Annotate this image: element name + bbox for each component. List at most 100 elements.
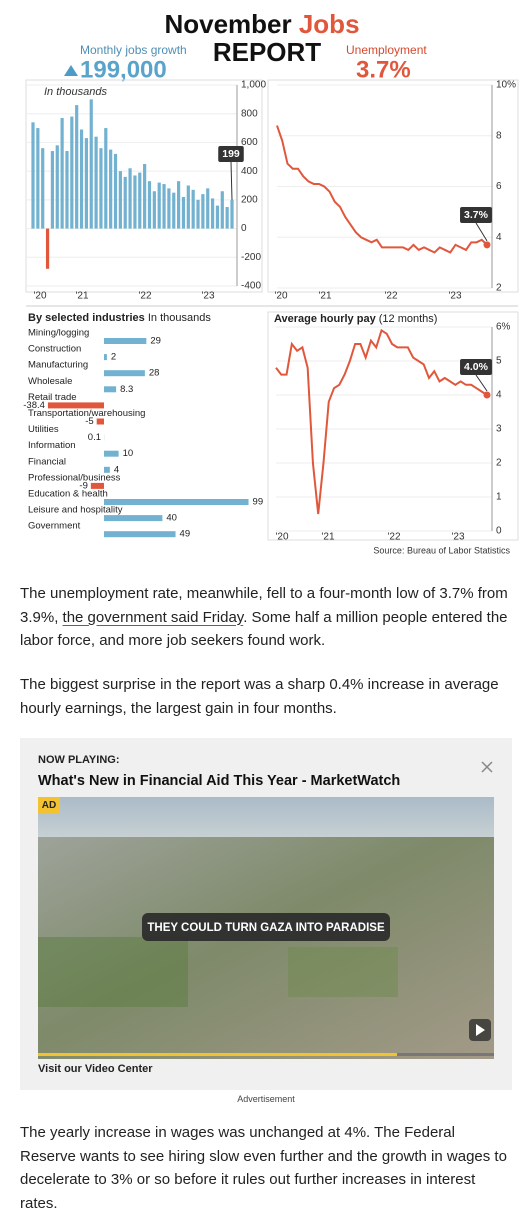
bar xyxy=(196,200,199,229)
x-tick-label: '21 xyxy=(75,291,88,302)
category-label: Government xyxy=(28,521,81,532)
y-tick-label: 3 xyxy=(496,424,502,435)
category-label: Leisure and hospitality xyxy=(28,505,123,516)
y-tick-label: 400 xyxy=(241,166,258,177)
y-tick-label: 0 xyxy=(496,526,502,537)
callout: 4.0% xyxy=(464,361,489,373)
bar xyxy=(104,531,176,537)
category-label: Construction xyxy=(28,344,81,355)
jobs-headline: 199,000 xyxy=(80,56,167,83)
bar xyxy=(172,193,175,229)
bar xyxy=(192,190,195,229)
y-tick-label: 10% xyxy=(496,80,516,91)
bar xyxy=(221,191,224,228)
bar xyxy=(153,191,156,228)
video-player[interactable]: AD THEY COULD TURN GAZA INTO PARADISE xyxy=(38,797,494,1059)
ad-badge: AD xyxy=(42,800,56,811)
bar xyxy=(109,150,112,229)
title-word: November xyxy=(164,9,291,39)
x-tick-label: '20 xyxy=(275,532,288,543)
infographic: November Jobs REPORT Monthly jobs growth… xyxy=(0,0,523,562)
pay-title: Average hourly pay (12 months) xyxy=(274,313,437,325)
bar xyxy=(75,105,78,228)
bar xyxy=(158,183,161,229)
category-label: Mining/logging xyxy=(28,328,89,339)
industries-note: In thousands xyxy=(148,312,211,324)
line xyxy=(277,126,487,253)
value-label: 40 xyxy=(166,513,177,524)
end-point xyxy=(484,241,491,248)
bar xyxy=(143,164,146,229)
bar xyxy=(211,198,214,228)
x-tick-label: '21 xyxy=(321,532,334,543)
y-tick-label: 200 xyxy=(241,194,258,205)
bar xyxy=(167,188,170,228)
sky xyxy=(38,797,494,837)
paragraph: The biggest surprise in the report was a… xyxy=(20,673,508,720)
y-tick-label: 5 xyxy=(496,356,502,367)
bar xyxy=(94,137,97,229)
bar xyxy=(31,122,34,228)
value-label: 99 xyxy=(253,497,264,508)
y-tick-label: 600 xyxy=(241,137,258,148)
unemployment-headline: 3.7% xyxy=(356,56,411,83)
x-tick-label: '23 xyxy=(448,291,461,302)
fields xyxy=(288,947,398,997)
y-tick-label: 4 xyxy=(496,390,502,401)
category-label: Utilities xyxy=(28,424,59,435)
title-word: REPORT xyxy=(213,37,321,67)
bar xyxy=(104,354,107,360)
bar xyxy=(124,177,127,229)
y-tick-label: 2 xyxy=(496,283,502,294)
paragraph: The yearly increase in wages was unchang… xyxy=(20,1121,508,1215)
close-button[interactable] xyxy=(480,760,494,774)
category-label: Professional/business xyxy=(28,472,121,483)
paragraph: The unemployment rate, meanwhile, fell t… xyxy=(20,582,508,653)
category-label: Education & health xyxy=(28,489,108,500)
progress-bar xyxy=(38,1053,397,1056)
y-tick-label: 4 xyxy=(496,232,502,243)
bar xyxy=(226,207,229,229)
y-tick-label: -200 xyxy=(241,252,261,263)
video-title[interactable]: What's New in Financial Aid This Year - … xyxy=(38,773,400,789)
bar xyxy=(162,184,165,229)
bar xyxy=(138,173,141,229)
value-label: 10 xyxy=(123,448,134,459)
x-tick-label: '23 xyxy=(451,532,464,543)
bar xyxy=(230,200,233,229)
video-center-link[interactable]: Visit our Video Center xyxy=(38,1063,153,1075)
bar xyxy=(187,186,190,229)
bar xyxy=(41,148,44,228)
y-tick-label: 6 xyxy=(496,181,502,192)
bar xyxy=(148,181,151,228)
x-tick-label: '21 xyxy=(318,291,331,302)
bar xyxy=(104,515,162,521)
bar xyxy=(80,130,83,229)
bar xyxy=(182,197,185,229)
title-word: Jobs xyxy=(299,9,360,39)
x-tick-label: '22 xyxy=(387,532,400,543)
title: November Jobs xyxy=(164,9,359,39)
caption: THEY COULD TURN GAZA INTO PARADISE xyxy=(147,922,385,934)
callout: 3.7% xyxy=(464,209,489,221)
bar xyxy=(36,128,39,229)
bar xyxy=(99,148,102,228)
ad-label: Advertisement xyxy=(0,1094,523,1104)
value-label: 28 xyxy=(149,368,160,379)
jobs-label: Monthly jobs growth xyxy=(80,43,187,57)
pay-subtitle: (12 months) xyxy=(379,313,438,325)
unemployment-label: Unemployment xyxy=(346,43,427,57)
bar xyxy=(61,118,64,229)
now-playing: NOW PLAYING: xyxy=(38,754,120,766)
value-label: 49 xyxy=(180,529,191,540)
category-label: Information xyxy=(28,440,76,451)
jobs-note: In thousands xyxy=(44,86,107,98)
bar xyxy=(104,386,116,392)
callout-leader xyxy=(476,223,487,241)
bar xyxy=(104,128,107,229)
y-tick-label: -400 xyxy=(241,281,261,292)
x-tick-label: '20 xyxy=(33,291,46,302)
bar xyxy=(97,419,104,425)
y-tick-label: 6% xyxy=(496,322,511,333)
link[interactable]: the government said Friday xyxy=(63,609,244,626)
